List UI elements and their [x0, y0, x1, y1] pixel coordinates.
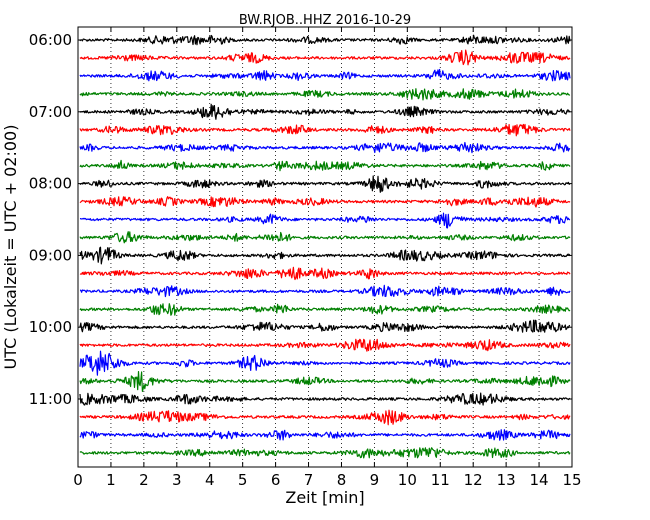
y-tick-label: 11:00 — [29, 390, 72, 408]
seismogram-trace — [79, 392, 571, 406]
x-axis-ticks: 0 1 2 3 4 5 6 7 8 9 10 11 12 13 14 15 — [73, 27, 582, 489]
seismogram-trace — [79, 338, 571, 352]
minute-grid — [110, 27, 540, 467]
seismogram-trace — [79, 196, 571, 208]
seismogram-trace — [79, 123, 571, 137]
y-tick-label: 06:00 — [29, 31, 72, 49]
x-tick-label: 9 — [370, 471, 380, 489]
seismogram-trace — [79, 68, 571, 82]
x-tick-label: 13 — [497, 471, 516, 489]
x-tick-label: 3 — [172, 471, 182, 489]
y-axis-ticks: 06:00 07:00 08:00 09:00 10:00 11:00 — [29, 31, 572, 408]
seismogram-trace — [79, 370, 571, 393]
y-tick-label: 09:00 — [29, 246, 72, 264]
seismogram-trace — [79, 246, 571, 265]
seismogram-trace — [79, 175, 571, 193]
y-tick-label: 10:00 — [29, 318, 72, 336]
plot-frame — [77, 26, 573, 468]
seismogram-trace — [79, 159, 571, 172]
x-tick-label: 10 — [398, 471, 417, 489]
seismogram-trace — [79, 409, 571, 426]
x-tick-label: 8 — [337, 471, 347, 489]
x-tick-label: 7 — [304, 471, 314, 489]
x-tick-label: 2 — [139, 471, 149, 489]
x-axis-label: Zeit [min] — [285, 488, 364, 507]
x-tick-label: 6 — [271, 471, 281, 489]
chart-title: BW.RJOB..HHZ 2016-10-29 — [239, 13, 411, 28]
x-tick-label: 0 — [73, 471, 83, 489]
seismogram-trace — [79, 303, 571, 316]
seismogram-trace — [79, 350, 571, 376]
seismogram-trace — [79, 34, 571, 46]
seismogram-trace — [79, 49, 571, 66]
seismogram-traces — [79, 34, 571, 459]
seismogram-trace — [79, 284, 571, 298]
seismogram-trace — [79, 429, 571, 441]
seismogram-trace — [79, 266, 571, 281]
x-tick-label: 15 — [562, 471, 581, 489]
y-tick-label: 08:00 — [29, 175, 72, 193]
y-axis-label: UTC (Lokalzeit = UTC + 02:00) — [1, 125, 20, 370]
x-tick-label: 4 — [205, 471, 215, 489]
seismogram-trace — [79, 231, 571, 244]
x-tick-label: 5 — [238, 471, 248, 489]
x-tick-label: 12 — [464, 471, 483, 489]
seismogram-trace — [79, 103, 571, 120]
seismogram-trace — [79, 141, 571, 154]
y-tick-label: 07:00 — [29, 103, 72, 121]
seismogram-trace — [79, 447, 571, 459]
x-tick-label: 11 — [431, 471, 450, 489]
x-tick-label: 14 — [530, 471, 549, 489]
seismogram-trace — [79, 319, 571, 333]
x-tick-label: 1 — [106, 471, 116, 489]
seismogram-trace — [79, 88, 571, 101]
seismogram-trace — [79, 212, 571, 229]
